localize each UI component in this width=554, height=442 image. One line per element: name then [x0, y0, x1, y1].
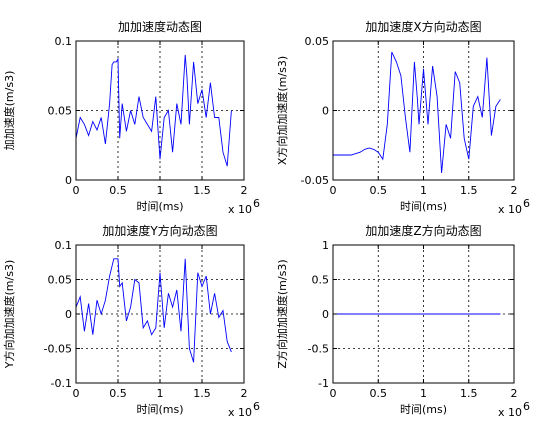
x-tick-label: 0.5	[109, 387, 127, 400]
x-tick-label: 0	[73, 387, 80, 400]
series-line	[333, 51, 501, 174]
y-tick-label: 0.05	[48, 274, 73, 287]
subplot-3	[75, 244, 245, 384]
y-tick-label: 0	[65, 174, 72, 187]
x-tick-label: 0.5	[109, 184, 127, 197]
y-tick-label: -0.05	[44, 343, 72, 356]
x-tick-label: 1.5	[193, 184, 211, 197]
subplot-2	[332, 40, 515, 181]
y-axis-label: Y方向加加速度(m/s3)	[2, 260, 16, 369]
x-tick-label: 2	[241, 387, 248, 400]
x-tick-label: 1.5	[193, 387, 211, 400]
x-tick-label: 0.5	[370, 387, 388, 400]
y-tick-label: -0.05	[301, 174, 329, 187]
x-tick-label: 1.5	[460, 387, 478, 400]
chart-title: 加加速度Y方向动态图	[102, 223, 217, 238]
x-exponent: 6	[523, 197, 530, 210]
x-multiplier: x 10	[228, 406, 252, 419]
y-tick-label: -0.1	[51, 377, 72, 390]
x-tick-label: 2	[511, 184, 518, 197]
x-multiplier: x 10	[498, 406, 522, 419]
x-tick-label: 1	[420, 387, 427, 400]
y-tick-label: -0.5	[308, 343, 329, 356]
x-tick-label: 1.5	[460, 184, 478, 197]
x-axis-label: 时间(ms)	[400, 200, 447, 213]
x-tick-label: 1	[157, 184, 164, 197]
series-line	[75, 258, 232, 363]
subplot-1	[75, 40, 245, 181]
y-axis-label: 加加速度(m/s3)	[2, 71, 16, 151]
subplot-4	[332, 244, 515, 384]
x-tick-label: 0	[73, 184, 80, 197]
series-line	[75, 54, 232, 167]
y-tick-label: 0	[322, 105, 329, 118]
x-tick-label: 2	[241, 184, 248, 197]
y-axis-label: Z方向加加速度(m/s3)	[275, 259, 289, 368]
x-exponent: 6	[253, 197, 260, 210]
y-tick-label: 0.1	[55, 35, 73, 48]
y-tick-label: 0.05	[305, 35, 330, 48]
y-tick-label: 0	[322, 308, 329, 321]
x-tick-label: 0	[330, 184, 337, 197]
x-exponent: 6	[253, 400, 260, 413]
y-tick-label: 0.5	[312, 274, 330, 287]
x-exponent: 6	[523, 400, 530, 413]
x-axis-label: 时间(ms)	[400, 403, 447, 416]
x-tick-label: 0.5	[370, 184, 388, 197]
x-axis-label: 时间(ms)	[136, 200, 183, 213]
x-multiplier: x 10	[228, 203, 252, 216]
x-tick-label: 1	[157, 387, 164, 400]
y-tick-label: 0.05	[48, 105, 73, 118]
chart-title: 加加速度X方向动态图	[365, 19, 481, 34]
chart-title: 加加速度动态图	[118, 19, 202, 34]
x-multiplier: x 10	[498, 203, 522, 216]
x-tick-label: 0	[330, 387, 337, 400]
y-tick-label: 0.1	[55, 239, 73, 252]
chart-title: 加加速度Z方向动态图	[365, 223, 481, 238]
y-tick-label: 0	[65, 308, 72, 321]
y-tick-label: 1	[322, 239, 329, 252]
x-tick-label: 2	[511, 387, 518, 400]
x-axis-label: 时间(ms)	[136, 403, 183, 416]
x-tick-label: 1	[420, 184, 427, 197]
y-axis-label: X方向加加速度(m/s3)	[275, 56, 289, 165]
y-tick-label: -1	[318, 377, 329, 390]
